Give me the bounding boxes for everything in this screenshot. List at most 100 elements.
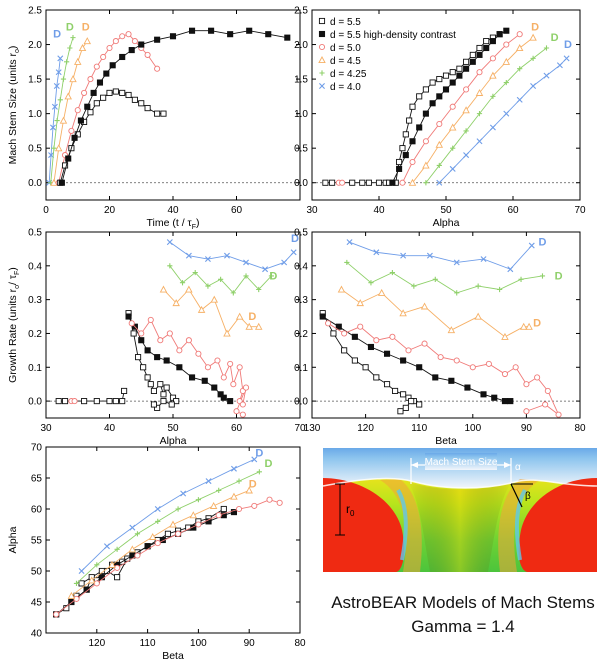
data-point	[239, 411, 246, 418]
series-d-5-0-pre	[68, 398, 78, 405]
y-tick-label: 0.3	[294, 295, 308, 306]
data-point	[103, 70, 110, 77]
y-tick-label: 0.1	[28, 363, 42, 374]
x-tick-label: 60	[231, 205, 243, 216]
data-point	[357, 323, 364, 330]
data-point	[502, 57, 511, 65]
series-d-5-0	[128, 316, 250, 418]
data-point	[475, 283, 481, 289]
y-axis-label: Growth Rate (units ro/ τF)	[7, 267, 21, 383]
data-point	[422, 161, 430, 169]
series-line	[71, 489, 250, 597]
x-tick-label: 120	[357, 423, 374, 434]
data-point	[362, 364, 369, 371]
y-tick-label: 0.4	[294, 261, 308, 272]
data-point	[480, 256, 487, 263]
data-point	[528, 242, 535, 249]
y-tick-label: 1.0	[294, 109, 308, 120]
data-point	[555, 411, 562, 418]
data-point	[512, 364, 519, 371]
data-point	[227, 31, 234, 38]
data-point	[49, 124, 56, 131]
data-point	[399, 309, 407, 317]
series-line	[76, 471, 260, 584]
data-point	[529, 33, 537, 41]
series-line	[341, 289, 530, 338]
data-point	[416, 401, 423, 408]
data-point	[106, 89, 113, 96]
data-point	[251, 502, 258, 509]
data-point	[166, 239, 173, 246]
data-point	[392, 387, 399, 394]
y-tick-label: 0.2	[28, 329, 42, 340]
data-point	[516, 31, 523, 38]
data-point	[501, 398, 509, 405]
data-point	[55, 69, 62, 76]
series-d-5-5-high-density-contrast	[53, 509, 238, 618]
data-point	[436, 179, 443, 186]
data-point	[239, 401, 246, 408]
data-point	[176, 364, 183, 371]
data-point	[543, 72, 550, 79]
data-point	[463, 86, 470, 93]
data-point	[204, 256, 211, 263]
data-point	[251, 456, 258, 463]
data-point	[134, 552, 141, 559]
data-point	[227, 360, 234, 367]
data-point	[351, 357, 358, 364]
series-d-4-25	[73, 469, 262, 586]
y-tick-label: 0.0	[294, 178, 308, 189]
y-tick-label: 0.3	[28, 295, 42, 306]
endpoint-d-label: D	[53, 29, 61, 41]
data-point	[322, 179, 329, 186]
data-point	[230, 290, 236, 296]
data-point	[68, 598, 75, 606]
data-point	[172, 299, 180, 307]
plot-frame	[45, 231, 301, 419]
x-tick-label: 30	[40, 423, 52, 434]
x-tick-label: 80	[574, 423, 586, 434]
data-point	[436, 93, 443, 100]
data-point	[114, 546, 120, 552]
endpoint-d-label: D	[539, 237, 547, 249]
data-point	[169, 520, 177, 528]
data-point	[195, 521, 202, 528]
data-point	[469, 58, 476, 65]
data-point	[556, 62, 563, 69]
endpoint-d-label: D	[291, 233, 299, 245]
data-point	[416, 124, 423, 131]
series-line	[58, 33, 158, 183]
data-point	[396, 158, 403, 166]
endpoint-d-label: D	[555, 270, 563, 282]
data-point	[71, 398, 78, 405]
data-point	[119, 53, 126, 61]
endpoint-d-label: D	[269, 270, 277, 282]
data-point	[236, 364, 243, 371]
data-point	[138, 330, 145, 337]
x-tick-label: 110	[140, 638, 156, 649]
data-point	[389, 333, 396, 340]
legend-label: d = 4.25	[330, 69, 367, 80]
x-tick-label: 60	[507, 205, 519, 216]
data-point	[154, 506, 161, 512]
data-point	[90, 89, 97, 96]
data-point	[235, 505, 243, 513]
data-point	[154, 36, 161, 43]
data-point	[160, 391, 167, 398]
data-point	[449, 79, 456, 86]
chart-p1: 0 20 40 60 0.0 0.5 1.0 1.5 2.0 2.5 Time (t / τF) Ma…	[7, 6, 301, 231]
y-tick-label: 2.0	[28, 40, 42, 51]
data-point	[78, 44, 87, 52]
data-point	[463, 128, 469, 134]
plot-frame	[45, 446, 301, 634]
data-point	[205, 283, 211, 289]
data-point	[167, 263, 173, 269]
series-line	[402, 33, 520, 183]
y-tick-label: 0.4	[28, 261, 42, 272]
data-point	[399, 179, 406, 186]
data-point	[215, 512, 222, 519]
data-point	[197, 305, 206, 313]
data-point	[106, 44, 113, 52]
y-tick-label: 0.2	[294, 329, 308, 340]
